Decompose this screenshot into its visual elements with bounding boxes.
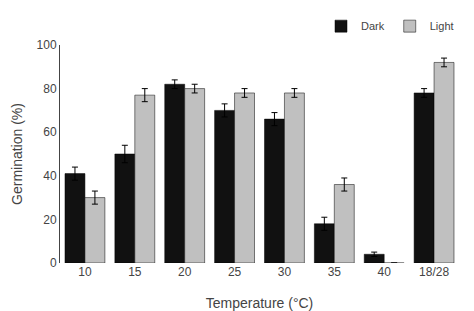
- svg-text:20: 20: [43, 213, 57, 227]
- svg-text:0: 0: [50, 256, 57, 270]
- svg-text:20: 20: [178, 265, 192, 279]
- svg-text:60: 60: [43, 125, 57, 139]
- svg-text:15: 15: [128, 265, 142, 279]
- svg-text:Temperature (°C): Temperature (°C): [206, 295, 314, 311]
- svg-text:Dark: Dark: [361, 20, 385, 32]
- svg-text:40: 40: [43, 169, 57, 183]
- svg-text:25: 25: [228, 265, 242, 279]
- svg-text:40: 40: [378, 265, 392, 279]
- svg-text:80: 80: [43, 82, 57, 96]
- svg-text:30: 30: [278, 265, 292, 279]
- svg-text:35: 35: [328, 265, 342, 279]
- svg-text:18/28: 18/28: [419, 265, 449, 279]
- svg-text:10: 10: [78, 265, 92, 279]
- svg-text:Germination (%): Germination (%): [9, 103, 25, 205]
- svg-text:100: 100: [37, 38, 57, 52]
- svg-text:Light: Light: [430, 20, 454, 32]
